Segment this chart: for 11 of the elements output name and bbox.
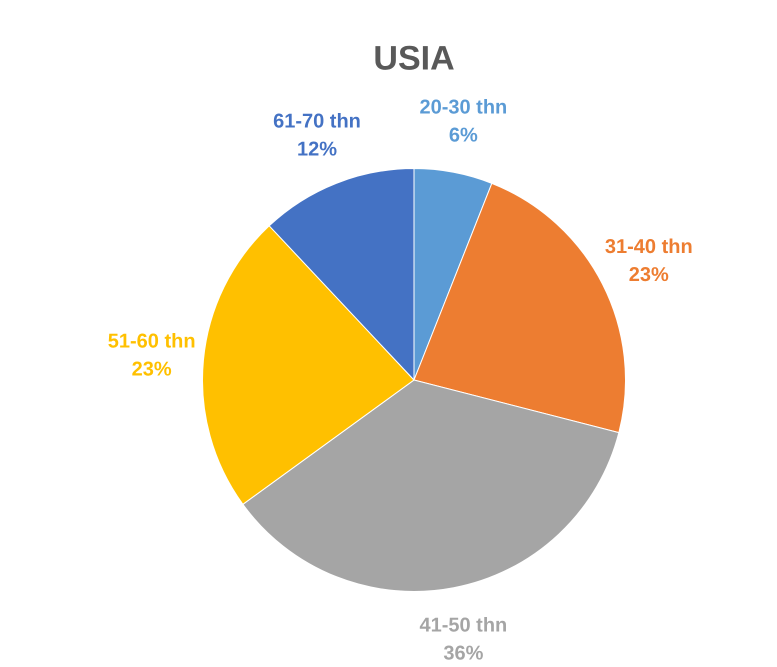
slice-label: 41-50 thn	[419, 614, 508, 636]
slice-label: 61-70 thn	[273, 110, 361, 133]
slice-label: 31-40 thn	[604, 236, 693, 258]
slice-label: 20-30 thn	[419, 96, 508, 119]
data-label: 23%	[132, 358, 172, 381]
data-label: 12%	[296, 138, 338, 161]
slice-label: 51-60 thn	[108, 330, 196, 353]
data-label: 36%	[443, 642, 484, 664]
data-label: 23%	[628, 264, 670, 286]
data-label: 6%	[448, 124, 478, 147]
chart-title: USIA	[373, 39, 455, 78]
